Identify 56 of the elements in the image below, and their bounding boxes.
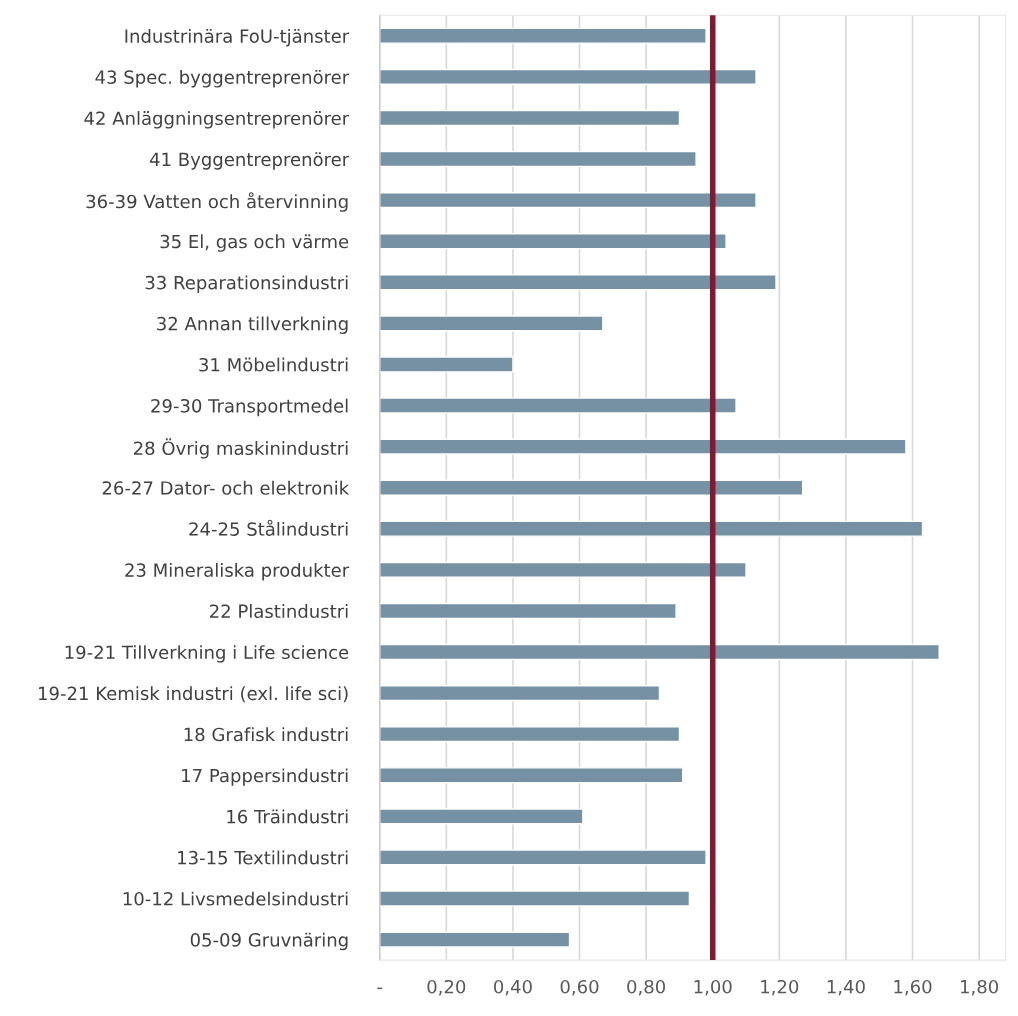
- bar: [379, 849, 707, 866]
- bar: [379, 520, 924, 537]
- bar: [379, 561, 747, 578]
- y-tick-label: 18 Grafisk industri: [184, 727, 348, 742]
- y-tick-label: 05-09 Gruvnäring: [190, 932, 348, 951]
- bar: [379, 931, 571, 948]
- x-tick-label: 0,60: [560, 979, 599, 996]
- y-tick-label: 22 Plastindustri: [210, 604, 348, 619]
- bar: [379, 315, 604, 332]
- bar: [379, 643, 940, 661]
- x-tick-label: 0,40: [494, 979, 532, 996]
- bar: [379, 479, 804, 496]
- y-tick-label: 24-25 Stålindustri: [189, 519, 348, 536]
- y-tick-label: 19-21 Kemisk industri (exl. life sci): [39, 686, 348, 703]
- y-tick-label: 13-15 Textilindustri: [178, 850, 348, 865]
- y-tick-label: 36-39 Vatten och återvinning: [86, 192, 348, 212]
- x-tick-label: 1,20: [761, 979, 799, 996]
- x-tick-label: 1,40: [827, 979, 865, 996]
- y-tick-label: 26-27 Dator- och elektronik: [102, 480, 350, 495]
- y-tick-label: 19-21 Tillverkning i Life science: [65, 645, 349, 663]
- bar: [379, 192, 757, 209]
- bar: [379, 602, 677, 620]
- bar: [379, 438, 907, 455]
- x-tick-label: -: [377, 987, 383, 990]
- y-tick-label: 33 Reparationsindustri: [145, 275, 348, 293]
- x-tick-label: 1,00: [694, 979, 732, 996]
- bar: [379, 767, 684, 784]
- bar: [379, 274, 777, 291]
- bar: [379, 68, 757, 85]
- x-tick-label: 0,20: [427, 979, 466, 996]
- bar: [379, 233, 727, 250]
- y-tick-label: 23 Mineraliska produkter: [125, 562, 350, 581]
- y-tick-label: 17 Pappersindustri: [182, 768, 348, 786]
- y-tick-label: 43 Spec. byggentreprenörer: [95, 70, 350, 88]
- bar: [379, 27, 707, 44]
- bar: [379, 684, 661, 702]
- bar: [379, 890, 691, 907]
- y-tick-label: 42 Anläggningsentreprenörer: [84, 111, 350, 129]
- y-tick-label: 31 Möbelindustri: [199, 357, 348, 372]
- bar: [379, 150, 697, 168]
- y-tick-label: 28 Övrig maskinindustri: [133, 438, 348, 459]
- y-tick-label: 29-30 Transportmedel: [151, 398, 348, 417]
- y-tick-label: 35 El, gas och värme: [160, 234, 349, 252]
- y-tick-label: 41 Byggentreprenörer: [149, 152, 350, 170]
- bar: [379, 356, 514, 373]
- x-tick-label: 1,80: [961, 979, 999, 996]
- y-tick-label: 32 Annan tillverkning: [157, 316, 348, 334]
- bar: [379, 726, 681, 743]
- y-tick-label: Industrinära FoU-tjänster: [125, 28, 350, 47]
- bar: [379, 397, 737, 414]
- y-tick-label: 10-12 Livsmedelsindustri: [123, 891, 348, 906]
- y-tick-label: 16 Träindustri: [227, 809, 348, 824]
- x-tick-label: 0,80: [627, 979, 666, 996]
- x-tick-label: 1,60: [894, 979, 932, 996]
- bar: [379, 808, 584, 825]
- bar: [379, 109, 681, 127]
